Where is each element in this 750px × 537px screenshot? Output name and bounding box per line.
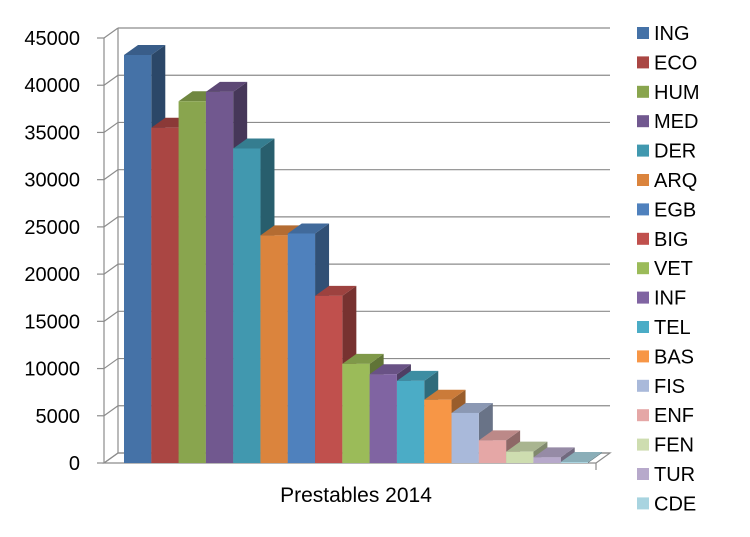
bar-front bbox=[424, 400, 451, 463]
bar-front bbox=[124, 55, 151, 463]
bar-front bbox=[452, 413, 479, 463]
legend-swatch bbox=[637, 56, 649, 68]
y-tick-label: 15000 bbox=[24, 311, 80, 333]
y-tick-label: 45000 bbox=[24, 28, 80, 50]
legend-swatch bbox=[637, 115, 649, 127]
legend-swatch bbox=[637, 203, 649, 215]
legend-label: INF bbox=[654, 288, 686, 310]
legend-item-tur: TUR bbox=[637, 464, 695, 486]
legend-swatch bbox=[637, 145, 649, 157]
legend-item-cde: CDE bbox=[637, 493, 696, 515]
category-label: Prestables 2014 bbox=[280, 484, 432, 507]
legend-swatch bbox=[637, 497, 649, 509]
bar-front bbox=[533, 457, 560, 463]
bar-front bbox=[151, 128, 178, 463]
bar-front bbox=[561, 462, 588, 463]
bar-front bbox=[397, 381, 424, 463]
legend-swatch bbox=[637, 174, 649, 186]
gridline-side bbox=[104, 170, 118, 180]
gridline-side bbox=[104, 28, 118, 38]
bar-front bbox=[260, 235, 287, 463]
legend-swatch bbox=[637, 27, 649, 39]
legend-item-tel: TEL bbox=[637, 317, 691, 339]
y-tick-label: 20000 bbox=[24, 264, 80, 286]
legend-swatch bbox=[637, 409, 649, 421]
x-category-labels: Prestables 2014 bbox=[280, 484, 432, 507]
legend-item-der: DER bbox=[637, 141, 696, 163]
legend-item-egb: EGB bbox=[637, 199, 696, 221]
legend-label: TEL bbox=[654, 317, 691, 339]
y-tick-label: 40000 bbox=[24, 75, 80, 97]
bars bbox=[124, 45, 602, 463]
legend-swatch bbox=[637, 468, 649, 480]
legend-item-fen: FEN bbox=[637, 435, 694, 457]
legend-label: ENF bbox=[654, 405, 694, 427]
legend-item-inf: INF bbox=[637, 288, 686, 310]
legend: ING ECO HUM MED DER ARQ EGB BIG VET INF TEL BAS FIS E… bbox=[637, 23, 700, 515]
legend-label: FIS bbox=[654, 376, 685, 398]
gridline-side bbox=[104, 311, 118, 321]
bar-front bbox=[233, 149, 260, 464]
legend-label: ECO bbox=[654, 52, 697, 74]
legend-item-med: MED bbox=[637, 111, 698, 133]
gridline-side bbox=[104, 264, 118, 274]
legend-item-fis: FIS bbox=[637, 376, 685, 398]
legend-label: TUR bbox=[654, 464, 695, 486]
y-tick-label: 30000 bbox=[24, 170, 80, 192]
legend-item-enf: ENF bbox=[637, 405, 694, 427]
legend-label: BIG bbox=[654, 229, 688, 251]
legend-swatch bbox=[637, 292, 649, 304]
gridline-side bbox=[104, 359, 118, 369]
legend-label: CDE bbox=[654, 493, 696, 515]
y-tick-label: 35000 bbox=[24, 122, 80, 144]
legend-swatch bbox=[637, 321, 649, 333]
bar-front bbox=[479, 440, 506, 463]
legend-item-bas: BAS bbox=[637, 346, 694, 368]
legend-label: EGB bbox=[654, 199, 696, 221]
legend-swatch bbox=[637, 439, 649, 451]
legend-swatch bbox=[637, 86, 649, 98]
legend-label: MED bbox=[654, 111, 698, 133]
bar-front bbox=[506, 452, 533, 463]
legend-label: FEN bbox=[654, 435, 694, 457]
bar-front bbox=[342, 364, 369, 463]
legend-label: HUM bbox=[654, 82, 700, 104]
bar-front bbox=[206, 92, 233, 463]
bar-front bbox=[370, 374, 397, 463]
y-tick-label: 0 bbox=[69, 453, 80, 475]
legend-item-arq: ARQ bbox=[637, 170, 697, 192]
legend-swatch bbox=[637, 233, 649, 245]
gridline-side bbox=[104, 217, 118, 227]
legend-item-vet: VET bbox=[637, 258, 693, 280]
legend-item-eco: ECO bbox=[637, 52, 697, 74]
legend-label: VET bbox=[654, 258, 693, 280]
gridline-side bbox=[104, 122, 118, 132]
legend-label: DER bbox=[654, 141, 696, 163]
legend-swatch bbox=[637, 380, 649, 392]
legend-item-hum: HUM bbox=[637, 82, 700, 104]
bar-front bbox=[179, 101, 206, 463]
legend-item-ing: ING bbox=[637, 23, 690, 45]
legend-swatch bbox=[637, 350, 649, 362]
legend-item-big: BIG bbox=[637, 229, 688, 251]
y-tick-label: 5000 bbox=[36, 406, 81, 428]
legend-swatch bbox=[637, 262, 649, 274]
y-tick-labels: 0 5000 10000 15000 20000 25000 30000 35000 40000… bbox=[24, 28, 104, 475]
bar-front bbox=[288, 234, 315, 464]
legend-label: BAS bbox=[654, 346, 694, 368]
y-tick-label: 25000 bbox=[24, 217, 80, 239]
y-tick-label: 10000 bbox=[24, 359, 80, 381]
gridline-side bbox=[104, 406, 118, 416]
bar-front bbox=[315, 296, 342, 463]
gridline-side bbox=[104, 75, 118, 85]
legend-label: ARQ bbox=[654, 170, 697, 192]
legend-label: ING bbox=[654, 23, 690, 45]
